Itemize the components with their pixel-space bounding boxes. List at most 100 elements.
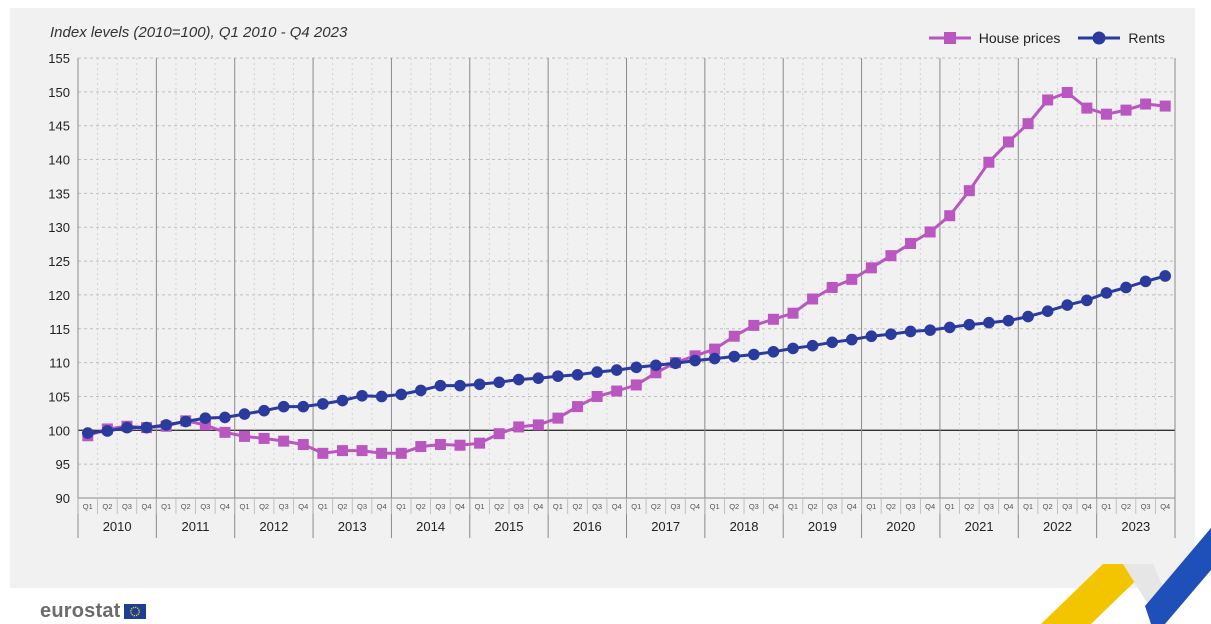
quarter-tick-label: Q3 (357, 502, 367, 511)
house-prices-point (493, 428, 505, 440)
rents-point (806, 339, 819, 352)
rents-point (375, 390, 388, 403)
house-prices-point (415, 441, 427, 453)
rents-point (1081, 294, 1093, 307)
rents-point (356, 389, 368, 402)
rents-point (885, 328, 897, 340)
rents-point (473, 378, 486, 391)
rents-point (983, 316, 995, 329)
y-tick-label: 110 (49, 356, 70, 371)
quarter-tick-label: Q2 (886, 502, 896, 511)
house-prices-point (336, 445, 348, 457)
quarter-tick-label: Q1 (396, 502, 406, 511)
house-prices-point (1140, 98, 1152, 110)
rents-point (415, 384, 427, 397)
rents-point (297, 400, 310, 413)
year-tick-label: 2019 (808, 519, 837, 534)
eurostat-corner-chevron-icon (1041, 528, 1211, 624)
quarter-tick-label: Q2 (651, 502, 661, 511)
y-tick-label: 145 (48, 119, 70, 134)
house-prices-point (944, 210, 956, 222)
y-tick-label: 95 (56, 457, 70, 472)
quarter-tick-label: Q3 (984, 502, 994, 511)
y-tick-label: 155 (48, 51, 70, 66)
quarter-tick-label: Q2 (729, 502, 739, 511)
rents-point (395, 388, 408, 401)
quarter-tick-label: Q4 (455, 502, 465, 511)
quarter-tick-label: Q2 (337, 502, 347, 511)
house-prices-point (963, 185, 975, 197)
legend-circle-marker-icon (1078, 31, 1121, 45)
rents-point (1120, 281, 1132, 294)
rents-point (1159, 270, 1172, 282)
house-prices-point (787, 307, 799, 319)
chart-panel: 90 95 100 105 110 115 120 125 130 135 140 145 150 155… (10, 8, 1195, 588)
rents-point (571, 369, 584, 381)
quarter-tick-label: Q2 (181, 502, 191, 511)
rents-point (924, 324, 936, 336)
quarter-tick-label: Q3 (749, 502, 759, 511)
quarter-tick-label: Q2 (573, 502, 583, 511)
legend-square-marker-icon (928, 32, 971, 44)
quarter-tick-label: Q1 (631, 502, 641, 511)
chart-subtitle: Index levels (2010=100), Q1 2010 - Q4 20… (50, 24, 348, 41)
quarter-tick-label: Q1 (83, 502, 93, 511)
house-prices-point (1042, 94, 1054, 106)
quarter-tick-label: Q3 (279, 502, 289, 511)
house-prices-point (650, 367, 662, 379)
eurostat-logo: eurostat (40, 600, 146, 623)
house-prices-point (278, 435, 290, 447)
quarter-tick-label: Q4 (220, 502, 230, 511)
rents-point (650, 359, 662, 372)
rents-point (669, 357, 682, 370)
rents-point (1061, 299, 1074, 311)
house-prices-point (474, 437, 486, 449)
house-prices-point (865, 262, 877, 274)
rents-point (748, 348, 760, 361)
rents-point (434, 379, 447, 392)
rents-point (943, 321, 956, 334)
quarter-tick-label: Q4 (925, 502, 935, 511)
house-prices-point (1100, 108, 1112, 120)
quarter-tick-label: Q4 (1003, 502, 1013, 511)
quarter-tick-label: Q1 (318, 502, 328, 511)
quarter-tick-label: Q2 (1043, 502, 1053, 511)
house-prices-point (434, 439, 446, 451)
year-tick-label: 2017 (651, 519, 680, 534)
year-tick-label: 2014 (416, 519, 445, 534)
quarter-tick-label: Q4 (142, 502, 152, 511)
rents-point (787, 342, 799, 355)
house-prices-point (807, 293, 819, 305)
y-tick-label: 125 (48, 254, 70, 269)
house-prices-point (239, 430, 251, 442)
house-prices-point (1120, 104, 1132, 116)
quarter-tick-label: Q2 (964, 502, 974, 511)
rents-point (630, 361, 643, 374)
year-tick-label: 2020 (886, 519, 915, 534)
house-prices-point (630, 379, 642, 391)
rents-point (317, 398, 329, 410)
rents-point (826, 336, 838, 349)
house-prices-point (611, 385, 623, 397)
year-tick-label: 2011 (182, 519, 210, 534)
rents-point (1100, 287, 1113, 299)
house-prices-point (297, 439, 309, 451)
quarter-tick-label: Q1 (475, 502, 485, 511)
house-prices-point (924, 226, 936, 238)
y-tick-label: 135 (48, 186, 70, 201)
quarter-tick-label: Q2 (416, 502, 426, 511)
quarter-tick-label: Q4 (1160, 502, 1170, 511)
quarter-tick-label: Q2 (1121, 502, 1131, 511)
rents-point (121, 421, 133, 434)
rents-point (512, 373, 525, 386)
quarter-tick-label: Q3 (122, 502, 132, 511)
rents-point (1022, 310, 1034, 323)
house-prices-point (454, 439, 466, 451)
quarter-tick-label: Q1 (1101, 502, 1111, 511)
quarter-tick-label: Q1 (1023, 502, 1033, 511)
rents-point (81, 427, 94, 439)
y-tick-label: 100 (48, 423, 70, 438)
quarter-tick-label: Q1 (945, 502, 955, 511)
quarter-tick-label: Q2 (494, 502, 504, 511)
y-tick-label: 130 (48, 220, 70, 235)
